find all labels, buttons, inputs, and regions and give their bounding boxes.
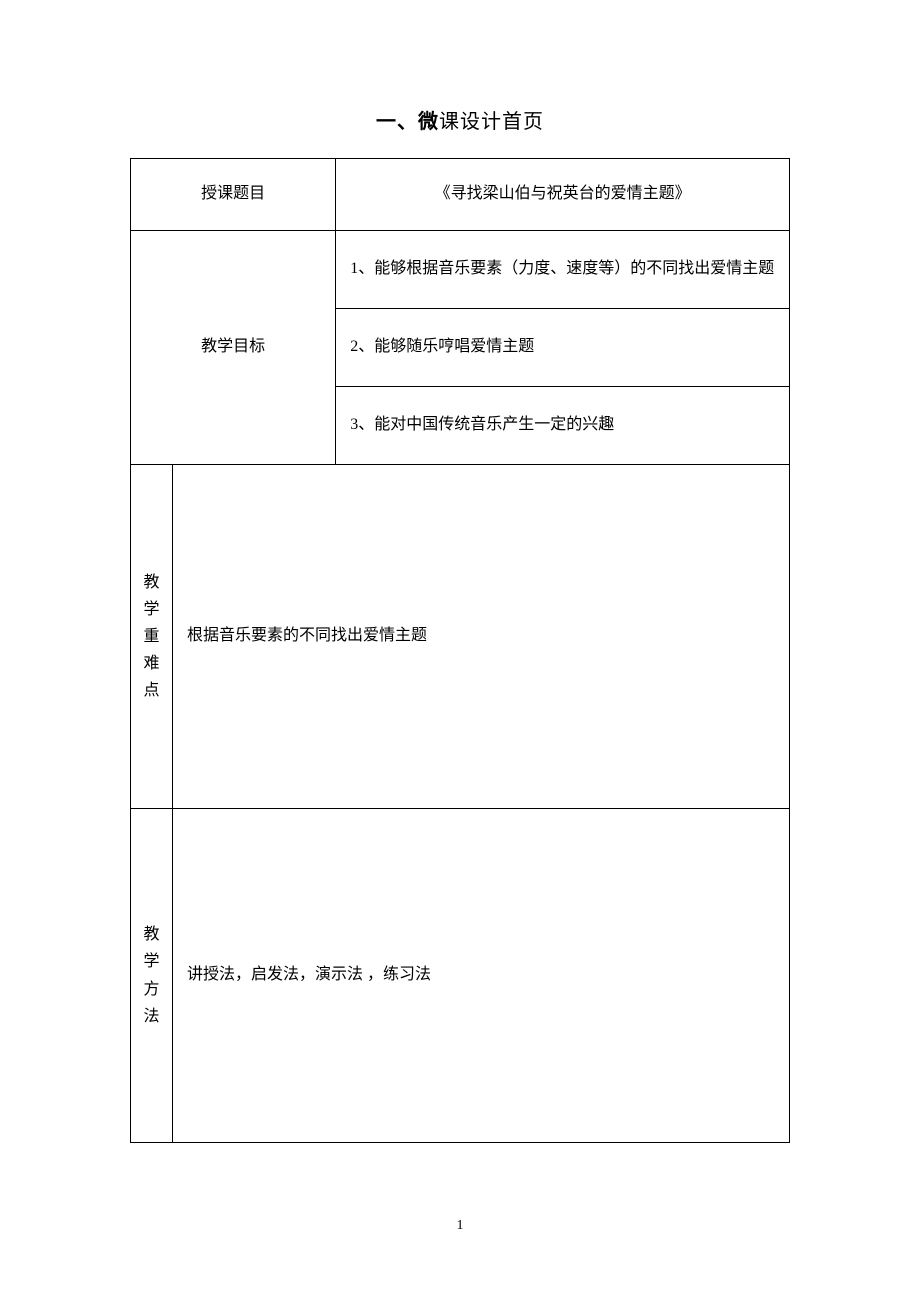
vertical-text: 教学重难点 xyxy=(144,569,160,705)
document-title: 一、微课设计首页 xyxy=(130,105,790,134)
page-number: 1 xyxy=(0,1218,920,1234)
objective-cell: 3、能对中国传统音乐产生一定的兴趣 xyxy=(336,387,790,465)
objective-cell: 2、能够随乐哼唱爱情主题 xyxy=(336,309,790,387)
table-row: 教学方法 讲授法，启发法，演示法 ，练习法 xyxy=(131,809,790,1143)
title-bold-part: 一、微 xyxy=(376,111,439,133)
table-row: 教学目标 1、能够根据音乐要素（力度、速度等）的不同找出爱情主题 xyxy=(131,231,790,309)
difficulty-value-cell: 根据音乐要素的不同找出爱情主题 xyxy=(173,465,790,809)
title-normal-part: 课设计首页 xyxy=(439,111,544,133)
method-value-cell: 讲授法，启发法，演示法 ，练习法 xyxy=(173,809,790,1143)
topic-label-cell: 授课题目 xyxy=(131,159,336,231)
vertical-text: 教学方法 xyxy=(144,921,160,1030)
document-page: 一、微课设计首页 授课题目 《寻找梁山伯与祝英台的爱情主题》 教学目标 1、能够… xyxy=(0,0,920,1302)
table-row: 授课题目 《寻找梁山伯与祝英台的爱情主题》 xyxy=(131,159,790,231)
lesson-plan-table: 授课题目 《寻找梁山伯与祝英台的爱情主题》 教学目标 1、能够根据音乐要素（力度… xyxy=(130,158,790,1143)
topic-value-cell: 《寻找梁山伯与祝英台的爱情主题》 xyxy=(336,159,790,231)
objectives-label-cell: 教学目标 xyxy=(131,231,336,465)
table-row: 教学重难点 根据音乐要素的不同找出爱情主题 xyxy=(131,465,790,809)
difficulty-label-cell: 教学重难点 xyxy=(131,465,173,809)
objective-cell: 1、能够根据音乐要素（力度、速度等）的不同找出爱情主题 xyxy=(336,231,790,309)
method-label-cell: 教学方法 xyxy=(131,809,173,1143)
